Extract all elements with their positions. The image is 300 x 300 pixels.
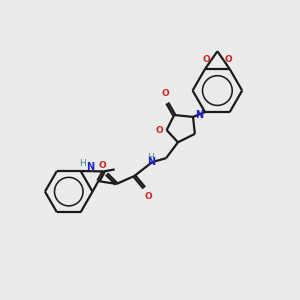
Text: O: O <box>161 89 169 98</box>
Text: H: H <box>80 159 86 168</box>
Text: O: O <box>156 126 164 135</box>
Text: O: O <box>225 55 232 64</box>
Text: O: O <box>202 55 210 64</box>
Text: N: N <box>85 162 94 172</box>
Text: O: O <box>99 161 106 170</box>
Text: N: N <box>195 110 203 120</box>
Text: O: O <box>144 192 152 201</box>
Text: H: H <box>147 153 154 162</box>
Text: N: N <box>147 157 155 167</box>
